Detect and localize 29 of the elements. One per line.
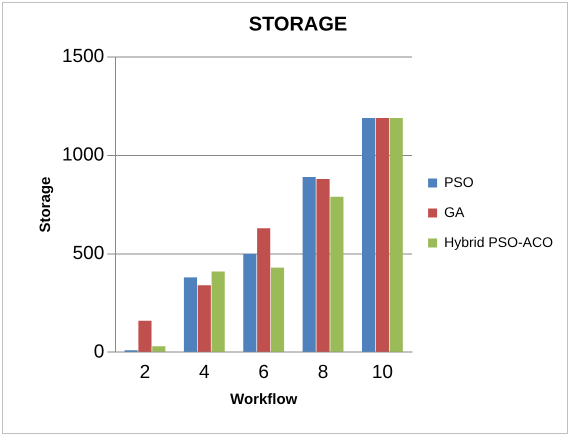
x-tick-label: 8: [318, 362, 328, 383]
bar: [212, 272, 225, 352]
legend-label: Hybrid PSO-ACO: [444, 234, 554, 250]
bar: [330, 196, 344, 352]
x-tick-label: 10: [372, 362, 393, 383]
bar: [257, 228, 270, 352]
legend-label: PSO: [444, 174, 474, 190]
bar: [270, 268, 284, 352]
bar: [316, 179, 330, 352]
y-axis-title: Storage: [37, 176, 54, 233]
bar: [138, 320, 152, 352]
bar: [152, 346, 166, 352]
bar: [390, 118, 403, 352]
x-tick-label: 4: [199, 362, 210, 383]
bar: [198, 285, 211, 352]
y-tick-label: 0: [94, 341, 104, 362]
legend-label: GA: [444, 204, 465, 220]
y-tick-label: 1000: [62, 144, 104, 166]
bar: [376, 118, 389, 352]
x-tick-label: 6: [258, 362, 269, 383]
bar: [184, 277, 198, 352]
x-axis-title: Workflow: [230, 391, 298, 408]
y-tick-label: 500: [72, 243, 104, 264]
y-tick-label: 1500: [62, 46, 104, 68]
bar: [243, 254, 256, 352]
bar: [362, 118, 376, 352]
bar: [302, 177, 316, 352]
chart-title: STORAGE: [248, 14, 348, 36]
x-tick-label: 2: [140, 362, 150, 383]
